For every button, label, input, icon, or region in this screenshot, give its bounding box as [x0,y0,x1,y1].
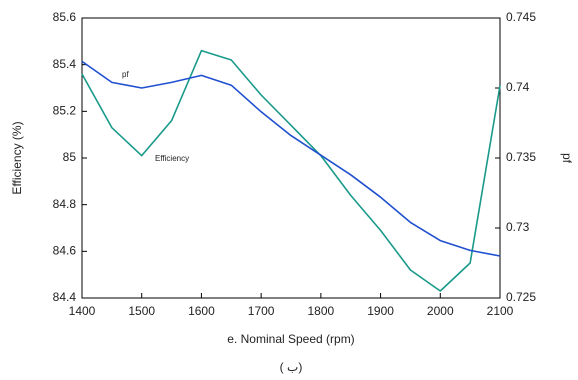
x-axis-label: e. Nominal Speed (rpm) [227,332,354,346]
series-line [81,60,501,257]
y2-tick-label: 0.74 [506,80,530,94]
x-tick-label: 1800 [308,304,335,318]
plot-frame [81,17,501,299]
x-tick-label: 1400 [69,304,96,318]
y2-tick-label: 0.73 [506,220,530,234]
y-tick-label: 84.6 [53,244,77,258]
x-tick-label: 2100 [487,304,514,318]
annotation: Efficiency [155,154,189,163]
x-tick-label: 1600 [188,304,215,318]
y-tick-label: 85.4 [53,57,77,71]
caption: ( ب) [280,360,303,374]
y2-axis-label: pf [560,153,574,164]
x-tick-label: 2000 [427,304,454,318]
y-axis-label: Efficiency (%) [10,121,24,194]
y-tick-label: 85 [63,150,77,164]
y-tick-label: 84.8 [53,197,77,211]
x-tick-label: 1900 [367,304,394,318]
y-tick-label: 85.2 [53,104,77,118]
y2-tick-label: 0.745 [506,10,536,24]
y2-tick-label: 0.725 [506,290,536,304]
y-tick-label: 85.6 [53,10,77,24]
x-tick-label: 1700 [248,304,275,318]
y-tick-label: 84.4 [53,290,77,304]
x-tick-label: 1500 [128,304,155,318]
annotation: pf [122,70,129,79]
y2-tick-label: 0.735 [506,150,536,164]
series-line [81,49,501,292]
